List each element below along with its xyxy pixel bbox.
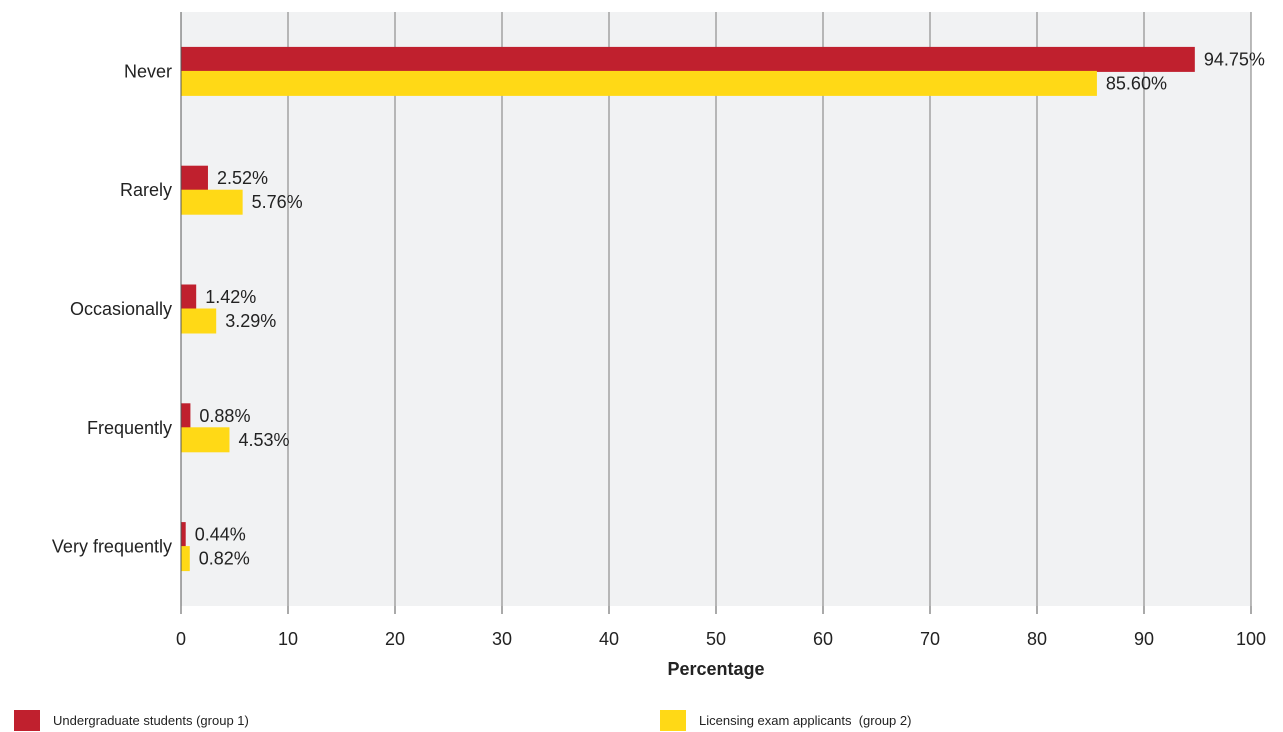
category-labels: Never Rarely Occasionally Frequently Very fr… (52, 61, 172, 556)
bar-group-1 (181, 522, 186, 548)
bar-group-1 (181, 46, 1195, 72)
x-tick-label: 70 (920, 629, 940, 649)
legend-item-group-1: Undergraduate students (group 1) (14, 710, 249, 731)
data-label: 3.29% (225, 311, 276, 331)
bar-group-2 (181, 546, 190, 572)
x-axis-title: Percentage (667, 659, 764, 679)
category-label: Occasionally (70, 299, 172, 319)
x-tick-label: 90 (1134, 629, 1154, 649)
data-label: 0.44% (195, 525, 246, 545)
category-label: Very frequently (52, 537, 172, 557)
data-label: 85.60% (1106, 73, 1167, 93)
data-label: 5.76% (252, 192, 303, 212)
legend-item-group-2: Licensing exam applicants (group 2) (660, 710, 911, 731)
x-tick-label: 100 (1236, 629, 1266, 649)
bar-group-1 (181, 403, 191, 429)
bar-group-1 (181, 284, 197, 310)
bar-group-2 (181, 189, 243, 215)
x-tick-label: 30 (492, 629, 512, 649)
bar-group-1 (181, 165, 208, 191)
x-tick-label: 80 (1027, 629, 1047, 649)
bars-layer: 94.75% 85.60% 2.52% 5.76% 1.42% 3.29% 0.88% 4.5… (181, 46, 1265, 572)
data-label: 0.88% (199, 406, 250, 426)
data-label: 0.82% (199, 549, 250, 569)
data-label: 2.52% (217, 168, 268, 188)
bar-group-2 (181, 70, 1097, 96)
legend-label-group-1: Undergraduate students (group 1) (53, 713, 249, 728)
x-tick-label: 50 (706, 629, 726, 649)
data-label: 94.75% (1204, 49, 1265, 69)
bar-group-2 (181, 427, 230, 453)
legend-swatch-group-1 (14, 710, 40, 731)
category-label: Frequently (87, 418, 172, 438)
x-tick-label: 0 (176, 629, 186, 649)
bar-group-2 (181, 308, 217, 334)
x-tick-label: 40 (599, 629, 619, 649)
x-tick-label: 20 (385, 629, 405, 649)
x-tick-label: 60 (813, 629, 833, 649)
x-tick-label: 10 (278, 629, 298, 649)
gridlines (180, 12, 1252, 614)
data-label: 4.53% (238, 430, 289, 450)
legend-swatch-group-2 (660, 710, 686, 731)
category-label: Rarely (120, 180, 172, 200)
category-label: Never (124, 61, 172, 81)
data-label: 1.42% (205, 287, 256, 307)
x-tick-labels: 0 10 20 30 40 50 60 70 80 90 100 (176, 629, 1266, 649)
legend-label-group-2: Licensing exam applicants (group 2) (699, 713, 912, 728)
